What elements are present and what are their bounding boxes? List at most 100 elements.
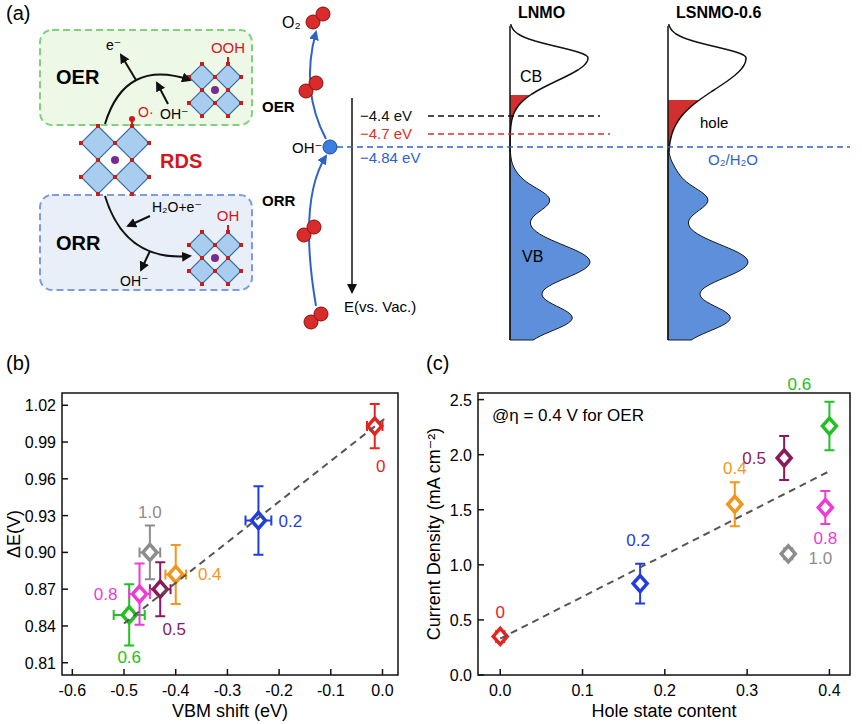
level-label: −4.4 eV xyxy=(360,107,412,124)
x-tick-label: -0.2 xyxy=(265,682,293,699)
species: e⁻ xyxy=(106,37,121,53)
x-tick-label: 0.1 xyxy=(571,682,593,699)
arrow xyxy=(128,216,150,226)
panel-label: (c) xyxy=(426,352,449,374)
point xyxy=(777,450,791,466)
a-site xyxy=(211,254,219,262)
atom xyxy=(307,220,321,234)
point xyxy=(143,544,157,560)
x-tick-label: 0.2 xyxy=(654,682,676,699)
y-tick-label: 1.02 xyxy=(25,397,56,414)
point-label: 0 xyxy=(376,457,385,476)
band-label: VB xyxy=(522,248,543,265)
oxygen-site xyxy=(200,114,204,118)
octahedron xyxy=(215,232,241,258)
x-tick xyxy=(72,669,74,675)
arrow xyxy=(351,98,353,292)
arrow xyxy=(121,55,136,80)
fit-line xyxy=(500,471,829,638)
point-labels: 00.20.40.50.60.81.0 xyxy=(94,457,386,667)
oxygen-site xyxy=(187,101,191,105)
oxygen-site xyxy=(200,256,204,260)
oxygen-site xyxy=(213,75,217,79)
oxygen-site xyxy=(213,269,217,273)
point-label: 0.2 xyxy=(279,512,303,531)
marks xyxy=(493,402,836,645)
x-tick xyxy=(123,669,125,675)
energy-level xyxy=(428,133,610,135)
oxygen-site xyxy=(200,230,204,234)
point-label: 0.2 xyxy=(626,531,650,550)
atom xyxy=(316,7,330,21)
species: OH⁻ xyxy=(120,273,148,289)
orr-box xyxy=(40,195,252,290)
x-tick-label: 0.0 xyxy=(371,682,393,699)
octahedron xyxy=(189,258,215,284)
oxygen-site xyxy=(226,256,230,260)
point-label: 0.5 xyxy=(162,620,186,639)
oxygen-site xyxy=(200,88,204,92)
arrow xyxy=(310,32,326,139)
octahedron xyxy=(189,232,215,258)
y-tick xyxy=(478,674,484,676)
hole-states xyxy=(510,95,531,128)
y-tick xyxy=(62,552,68,554)
panel-a: (a)OERORROOHOHO·RDSe⁻OH⁻H₂O+e⁻OH⁻O₂OEROR… xyxy=(6,2,850,340)
y-tick-label: 0.84 xyxy=(25,618,56,635)
o2-molecule xyxy=(299,76,323,98)
x-axis-title: Hole state content xyxy=(591,701,736,721)
path-label: OER xyxy=(262,98,295,115)
y-tick-label: 1.5 xyxy=(450,502,472,519)
point-label: 0 xyxy=(495,603,504,622)
box-title: ORR xyxy=(56,232,101,254)
oer-box xyxy=(40,30,252,125)
energy-level xyxy=(428,115,600,117)
band-label: CB xyxy=(520,68,542,85)
oxygen-site xyxy=(187,243,191,247)
species: O₂ xyxy=(282,14,301,31)
y-tick xyxy=(62,662,68,664)
x-tick xyxy=(227,669,229,675)
oxygen-site xyxy=(226,88,230,92)
point-label: 0.4 xyxy=(198,565,222,584)
point xyxy=(728,496,742,512)
dos-axis xyxy=(509,26,511,340)
marks xyxy=(114,404,388,646)
x-tick xyxy=(582,669,584,675)
conduction-band xyxy=(510,25,588,152)
octahedron xyxy=(215,90,241,116)
x-tick-label: -0.6 xyxy=(59,682,87,699)
a-site xyxy=(111,156,119,164)
y-tick-label: 2.5 xyxy=(450,392,472,409)
oxygen-site xyxy=(226,282,230,286)
oxygen-site xyxy=(213,101,217,105)
arrow xyxy=(141,251,150,270)
octahedron xyxy=(81,160,115,194)
point-labels: 00.20.40.50.60.81.0 xyxy=(495,375,837,622)
x-tick-label: 0.0 xyxy=(489,682,511,699)
y-tick xyxy=(478,564,484,566)
oxygen-site xyxy=(213,101,217,105)
point xyxy=(133,586,147,602)
bond xyxy=(227,225,229,232)
y-tick xyxy=(62,478,68,480)
octahedron xyxy=(81,126,115,160)
oxygen-site xyxy=(200,88,204,92)
hydroxide-ball xyxy=(323,140,337,154)
crystal xyxy=(79,124,151,196)
point xyxy=(153,581,167,597)
oxygen-site xyxy=(200,256,204,260)
x-tick xyxy=(829,669,831,675)
x-tick xyxy=(499,669,501,675)
y-tick-label: 0.0 xyxy=(450,667,472,684)
y-tick-label: 0.81 xyxy=(25,655,56,672)
dos-title: LSNMO-0.6 xyxy=(676,4,761,21)
y-tick xyxy=(478,619,484,621)
oxygen-site xyxy=(79,175,83,179)
x-tick-label: -0.1 xyxy=(317,682,345,699)
oxygen-site xyxy=(226,256,230,260)
hole-label: hole xyxy=(700,114,728,131)
plot-frame xyxy=(478,393,850,675)
arrow xyxy=(157,83,168,104)
energy-level xyxy=(337,146,850,148)
